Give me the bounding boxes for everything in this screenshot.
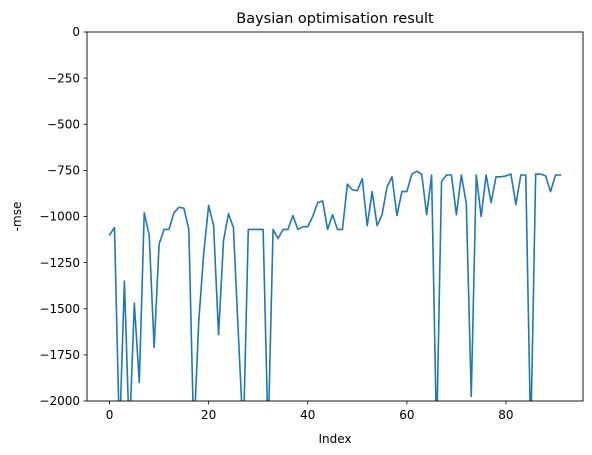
y-tick-label: −1750 [39, 348, 80, 362]
x-tick-label: 0 [106, 408, 114, 422]
x-tick-label: 60 [399, 408, 414, 422]
y-axis-ticks: 0 −250 −500 −750 −1000 −1250 −1500 −1750 −2000 [39, 25, 87, 408]
y-tick-label: −750 [47, 164, 80, 178]
x-tick-label: 20 [201, 408, 216, 422]
x-tick-label: 40 [300, 408, 315, 422]
y-tick-label: −1500 [39, 302, 80, 316]
y-tick-label: 0 [72, 25, 80, 39]
y-axis-label: -mse [10, 202, 24, 232]
y-tick-label: −1250 [39, 256, 80, 270]
y-tick-label: −2000 [39, 394, 80, 408]
y-tick-label: −500 [47, 117, 80, 131]
x-axis-ticks: 0 20 40 60 80 [106, 401, 514, 422]
x-axis-label: Index [318, 432, 351, 446]
y-tick-label: −250 [47, 71, 80, 85]
series-line [108, 170, 562, 401]
y-tick-label: −1000 [39, 210, 80, 224]
chart-title: Baysian optimisation result [236, 11, 434, 27]
x-tick-label: 80 [498, 408, 513, 422]
plot-frame [86, 31, 584, 402]
